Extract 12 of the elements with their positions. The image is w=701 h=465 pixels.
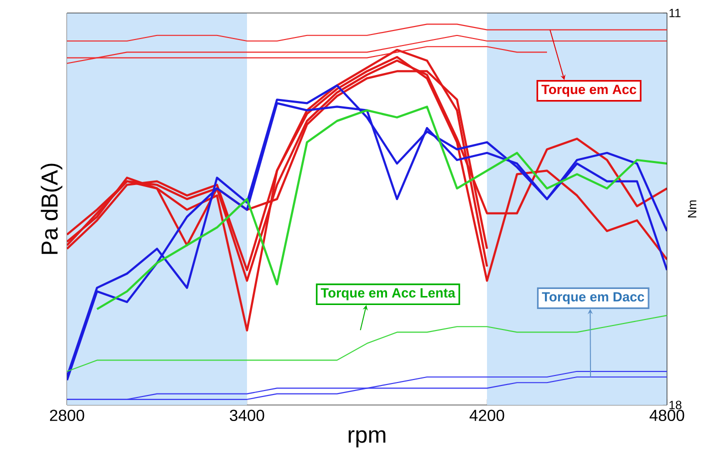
y-tick-label: 11 <box>670 8 680 18</box>
annotation: Torque em Dacc <box>542 292 644 304</box>
y-axis-title: Nm <box>688 200 696 218</box>
x-axis-title: rpm <box>348 430 386 448</box>
y-tick-label: 18 <box>670 400 682 410</box>
x-tick-label: 2800 <box>50 410 84 422</box>
y-axis-title: Pa dB(A) <box>40 164 62 254</box>
x-tick-label: 4800 <box>650 410 684 422</box>
annotation: Torque em Acc Lenta <box>320 288 456 300</box>
x-tick-label: 4200 <box>470 410 504 422</box>
annotation: Torque em Acc <box>541 84 636 97</box>
x-tick-label: 3400 <box>230 410 264 422</box>
